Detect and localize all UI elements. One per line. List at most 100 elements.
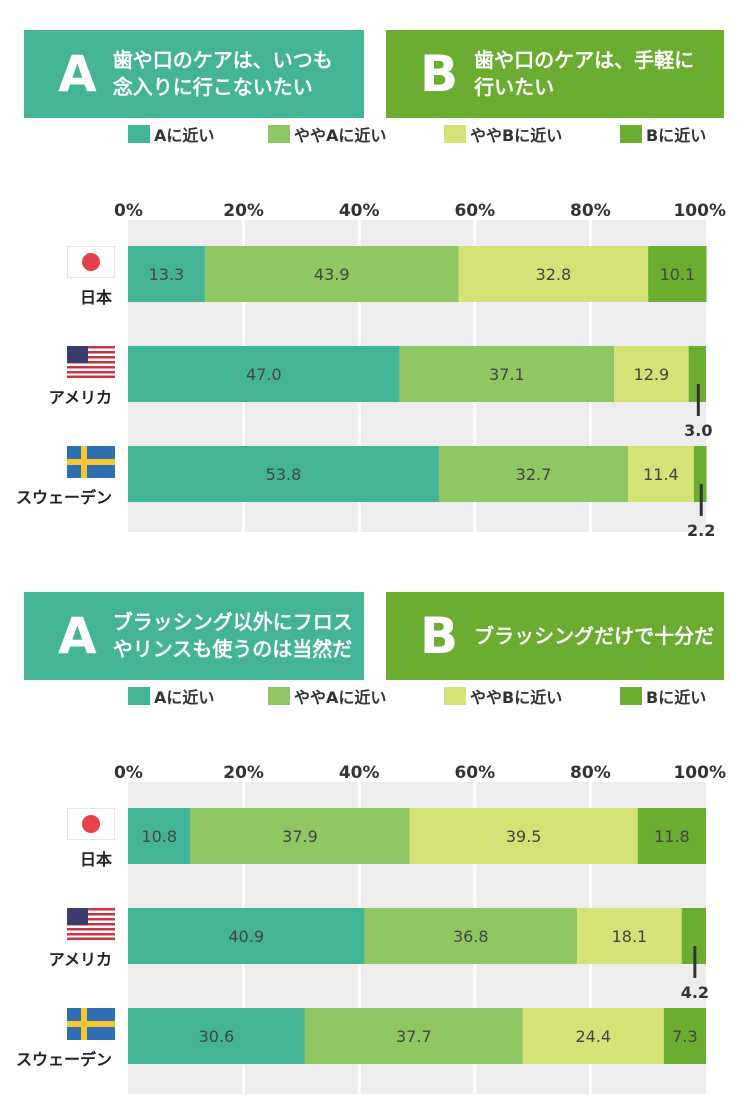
x-tick-label: 80% (570, 201, 611, 221)
data-label: 11.8 (654, 827, 690, 846)
x-tick-label: 40% (339, 763, 380, 783)
data-label: 2.2 (687, 521, 715, 540)
country-label-japan: 日本 (79, 850, 112, 869)
option-b-letter: B (420, 45, 459, 103)
legend-item-b: Bに近い (620, 684, 706, 708)
legend-item-slightly-b: ややBに近い (444, 684, 562, 708)
data-label: 37.7 (396, 1027, 432, 1046)
bar-segment-slightly-a (438, 446, 628, 502)
bar-segment-slightly-a (304, 1008, 523, 1064)
legend-label: Aに近い (154, 126, 215, 145)
country-label-usa: アメリカ (48, 388, 112, 407)
data-label: 30.6 (199, 1027, 235, 1046)
data-label: 39.5 (506, 827, 542, 846)
data-label: 11.4 (643, 465, 679, 484)
x-tick-label: 100% (673, 763, 726, 783)
legend-item-slightly-a: ややAに近い (268, 684, 386, 708)
bar-segment-slightly-a (190, 808, 410, 864)
data-label: 47.0 (246, 365, 282, 384)
x-tick-label: 20% (223, 201, 264, 221)
data-label: 3.0 (684, 421, 712, 440)
legend-item-slightly-b: ややBに近い (444, 122, 562, 146)
data-label: 24.4 (575, 1027, 611, 1046)
chart-section-2: A ブラッシング以外にフロス やリンスも使うのは当然だ B ブラッシングだけで十… (0, 562, 746, 1119)
japan-flag-icon (67, 246, 115, 278)
legend-label: ややBに近い (470, 126, 563, 145)
country-label-usa: アメリカ (48, 950, 112, 969)
legend-label: ややAに近い (294, 688, 387, 707)
bar-segment-a (128, 1008, 305, 1064)
legend-swatch-b (620, 125, 642, 143)
x-tick-label: 40% (339, 201, 380, 221)
legend-swatch-slightly-a (268, 687, 290, 705)
option-b-text: 歯や口のケアは、手軽に 行いたい (474, 48, 695, 99)
option-a-text: ブラッシング以外にフロス やリンスも使うのは当然だ (112, 610, 353, 661)
option-b-banner: B ブラッシングだけで十分だ (386, 592, 724, 680)
bar-segment-a (128, 346, 400, 402)
country-label-sweden: スウェーデン (15, 488, 112, 507)
data-label: 36.8 (453, 927, 489, 946)
x-tick-label: 20% (223, 763, 264, 783)
data-label: 12.9 (634, 365, 670, 384)
data-label: 13.3 (149, 265, 185, 284)
bar-segment-slightly-b (614, 346, 689, 402)
bar-segment-a (128, 246, 205, 302)
legend-item-slightly-a: ややAに近い (268, 122, 386, 146)
legend-label: Bに近い (646, 688, 707, 707)
japan-flag-icon (67, 808, 115, 840)
x-tick-label: 60% (454, 763, 495, 783)
option-a-banner: A ブラッシング以外にフロス やリンスも使うのは当然だ (24, 592, 364, 680)
bar-segment-b (688, 346, 706, 402)
bar-segment-b (663, 1008, 706, 1064)
legend-label: Bに近い (646, 126, 707, 145)
legend-swatch-slightly-b (444, 687, 466, 705)
data-label: 37.9 (282, 827, 318, 846)
usa-flag-icon (67, 908, 115, 940)
legend-swatch-slightly-a (268, 125, 290, 143)
bar-segment-a (128, 908, 365, 964)
country-label-sweden: スウェーデン (15, 1050, 112, 1069)
legend-label: ややAに近い (294, 126, 387, 145)
bar-segment-slightly-a (364, 908, 578, 964)
option-b-letter: B (420, 607, 459, 665)
bar-segment-a (128, 808, 191, 864)
chart-legend: Aに近い ややAに近い ややBに近い Bに近い (128, 684, 728, 708)
sweden-flag-icon (67, 1008, 115, 1040)
x-tick-label: 0% (114, 763, 143, 783)
data-label: 4.2 (681, 983, 709, 1002)
option-a-letter: A (58, 45, 97, 103)
sweden-flag-icon (67, 446, 115, 478)
bar-segment-slightly-b (458, 246, 649, 302)
chart-legend: Aに近い ややAに近い ややBに近い Bに近い (128, 122, 728, 146)
option-a-banner: A 歯や口のケアは、いつも 念入りに行こないたい (24, 30, 364, 118)
x-tick-label: 0% (114, 201, 143, 221)
data-label: 32.7 (516, 465, 552, 484)
country-label-japan: 日本 (79, 288, 112, 307)
x-tick-label: 80% (570, 763, 611, 783)
chart-section-1: A 歯や口のケアは、いつも 念入りに行こないたい B 歯や口のケアは、手軽に 行… (15, 30, 728, 540)
bar-segment-b (637, 808, 706, 864)
legend-swatch-a (128, 125, 150, 143)
legend-swatch-slightly-b (444, 125, 466, 143)
option-a-text: 歯や口のケアは、いつも 念入りに行こないたい (112, 48, 333, 99)
bar-segment-slightly-b (627, 446, 694, 502)
data-label: 7.3 (672, 1027, 697, 1046)
legend-swatch-a (128, 687, 150, 705)
option-a-letter: A (58, 607, 97, 665)
data-label: 53.8 (266, 465, 302, 484)
option-b-text: ブラッシングだけで十分だ (474, 623, 715, 648)
legend-item-a: Aに近い (128, 122, 214, 146)
bar-segment-slightly-a (399, 346, 615, 402)
data-label: 10.1 (660, 265, 696, 284)
bar-segment-slightly-b (522, 1008, 664, 1064)
data-label: 37.1 (489, 365, 525, 384)
data-label: 18.1 (612, 927, 648, 946)
data-label: 43.9 (314, 265, 350, 284)
bar-segment-a (128, 446, 439, 502)
legend-item-b: Bに近い (620, 122, 706, 146)
usa-flag-icon (67, 346, 115, 378)
legend-label: ややBに近い (470, 688, 563, 707)
legend-label: Aに近い (154, 688, 215, 707)
stacked-bar-chart-1: 0% 20% 40% 60% 80% 100% 13.3 43.9 32.8 10.1 47.0 37… (114, 201, 726, 540)
x-tick-label: 60% (454, 201, 495, 221)
